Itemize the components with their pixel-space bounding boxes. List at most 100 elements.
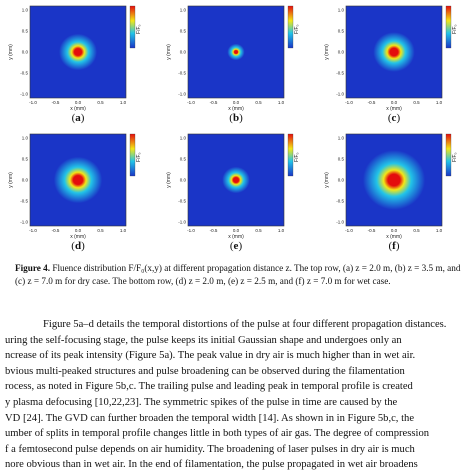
x-tick-label: -1.0 bbox=[187, 228, 195, 233]
x-axis-label: x (mm) bbox=[228, 106, 244, 112]
panel-label: (e) bbox=[229, 240, 243, 252]
fluence-panel-c: -1.0 -0.5 0.0 0.5 1.0 1.0 0.5 0.0 -0.5 -1.0 x (mm)… bbox=[316, 0, 474, 128]
y-tick-label: 0.5 bbox=[22, 157, 29, 162]
x-tick-label: 0.5 bbox=[97, 228, 104, 233]
panel-label-letter: c bbox=[391, 112, 397, 124]
body-line: uring the self-focusing stage, the pulse… bbox=[5, 334, 402, 346]
fluence-panel-e: -1.0 -0.5 0.0 0.5 1.0 1.0 0.5 0.0 -0.5 -1.0 x (mm)… bbox=[158, 128, 316, 256]
y-tick-label: 0.5 bbox=[338, 157, 345, 162]
y-tick-label: -0.5 bbox=[178, 199, 186, 204]
body-line: f a femtosecond pulse depends on air hum… bbox=[5, 443, 415, 455]
y-axis-label: y (mm) bbox=[324, 172, 330, 188]
y-tick-label: 1.0 bbox=[180, 136, 187, 141]
fluence-plot: -1.0 -0.5 0.0 0.5 1.0 1.0 0.5 0.0 -0.5 -1.0 x (mm)… bbox=[8, 5, 142, 112]
fluence-plot: -1.0 -0.5 0.0 0.5 1.0 1.0 0.5 0.0 -0.5 -1.0 x (mm)… bbox=[324, 5, 458, 112]
colorbar-label: F/F₀ bbox=[294, 24, 300, 34]
x-tick-label: 1.0 bbox=[436, 228, 443, 233]
panel-label: (c) bbox=[387, 112, 401, 124]
y-tick-label: -0.5 bbox=[178, 71, 186, 76]
y-tick-label: -1.0 bbox=[178, 220, 186, 225]
colorbar-label: F/F₀ bbox=[452, 152, 458, 162]
body-line: ncrease of its peak intensity (Figure 5a… bbox=[5, 350, 416, 362]
x-tick-label: 0.0 bbox=[233, 228, 240, 233]
fluence-panel-d: -1.0 -0.5 0.0 0.5 1.0 1.0 0.5 0.0 -0.5 -1.0 x (mm)… bbox=[0, 128, 158, 256]
y-tick-label: -0.5 bbox=[336, 71, 344, 76]
x-tick-label: 0.0 bbox=[391, 228, 398, 233]
body-line: VD [24]. The GVD can further broaden the… bbox=[5, 412, 415, 424]
y-tick-label: -1.0 bbox=[178, 92, 186, 97]
x-tick-label: -1.0 bbox=[187, 100, 195, 105]
y-tick-label: 0.5 bbox=[22, 29, 29, 34]
x-tick-label: 0.5 bbox=[413, 228, 420, 233]
y-tick-label: -1.0 bbox=[336, 92, 344, 97]
colorbar bbox=[287, 5, 294, 49]
panel-label-letter: f bbox=[392, 240, 396, 252]
y-tick-label: 0.0 bbox=[22, 50, 29, 55]
x-tick-label: -0.5 bbox=[210, 228, 218, 233]
y-axis-label: y (mm) bbox=[166, 172, 172, 188]
y-tick-label: -1.0 bbox=[20, 220, 28, 225]
fluence-spot bbox=[30, 134, 126, 226]
y-tick-label: -1.0 bbox=[20, 92, 28, 97]
panel-label: (a) bbox=[71, 112, 85, 124]
fluence-spot bbox=[188, 6, 284, 98]
y-tick-label: 0.5 bbox=[180, 29, 187, 34]
x-axis-label: x (mm) bbox=[386, 234, 402, 240]
fluence-panel-b: -1.0 -0.5 0.0 0.5 1.0 1.0 0.5 0.0 -0.5 -1.0 x (mm)… bbox=[158, 0, 316, 128]
panel-label: (f) bbox=[388, 240, 400, 252]
x-tick-label: -1.0 bbox=[29, 100, 37, 105]
y-axis-label: y (mm) bbox=[324, 44, 330, 60]
fluence-plot: -1.0 -0.5 0.0 0.5 1.0 1.0 0.5 0.0 -0.5 -1.0 x (mm)… bbox=[8, 133, 142, 240]
x-tick-label: 0.0 bbox=[75, 228, 82, 233]
colorbar-label: F/F₀ bbox=[452, 24, 458, 34]
colorbar bbox=[445, 5, 452, 49]
y-tick-label: 0.5 bbox=[180, 157, 187, 162]
body-text: Figure 5a–d details the temporal distort… bbox=[5, 317, 474, 473]
fluence-spot bbox=[30, 6, 126, 98]
x-tick-label: 0.0 bbox=[75, 100, 82, 105]
x-axis-label: x (mm) bbox=[386, 106, 402, 112]
y-axis-label: y (mm) bbox=[8, 44, 14, 60]
y-tick-label: 0.0 bbox=[338, 50, 345, 55]
x-tick-label: -0.5 bbox=[368, 100, 376, 105]
y-tick-label: 0.0 bbox=[338, 178, 345, 183]
fluence-panel-a: -1.0 -0.5 0.0 0.5 1.0 1.0 0.5 0.0 -0.5 -1.0 x (mm)… bbox=[0, 0, 158, 128]
y-tick-label: -0.5 bbox=[336, 199, 344, 204]
x-tick-label: 1.0 bbox=[278, 228, 285, 233]
x-tick-label: 1.0 bbox=[436, 100, 443, 105]
x-tick-label: 0.0 bbox=[391, 100, 398, 105]
x-tick-label: 0.5 bbox=[255, 100, 262, 105]
x-axis-label: x (mm) bbox=[70, 234, 86, 240]
x-tick-label: -0.5 bbox=[52, 228, 60, 233]
y-tick-label: -0.5 bbox=[20, 71, 28, 76]
colorbar bbox=[129, 5, 136, 49]
panel-label-letter: e bbox=[233, 240, 239, 252]
fluence-spot bbox=[346, 134, 442, 226]
x-tick-label: 1.0 bbox=[278, 100, 285, 105]
y-tick-label: -0.5 bbox=[20, 199, 28, 204]
colorbar bbox=[287, 133, 294, 177]
body-line: umber of splits in temporal profile chan… bbox=[5, 428, 430, 440]
body-line: nore obvious than in wet air. In the end… bbox=[5, 459, 418, 471]
colorbar bbox=[445, 133, 452, 177]
y-axis-label: y (mm) bbox=[166, 44, 172, 60]
y-tick-label: -1.0 bbox=[336, 220, 344, 225]
x-axis-label: x (mm) bbox=[228, 234, 244, 240]
figure-caption-text: Fluence distribution F/F₀(x,y) at differ… bbox=[15, 263, 461, 286]
body-paragraph-first-line: Figure 5a–d details the temporal distort… bbox=[43, 319, 447, 330]
y-tick-label: 1.0 bbox=[22, 136, 29, 141]
x-tick-label: 0.5 bbox=[413, 100, 420, 105]
y-tick-label: 1.0 bbox=[22, 8, 29, 13]
fluence-plot: -1.0 -0.5 0.0 0.5 1.0 1.0 0.5 0.0 -0.5 -1.0 x (mm)… bbox=[166, 5, 300, 112]
x-tick-label: -0.5 bbox=[368, 228, 376, 233]
panel-label-letter: a bbox=[75, 112, 81, 124]
y-tick-label: 0.0 bbox=[180, 178, 187, 183]
figure-caption: Figure 4. Fluence distribution F/F₀(x,y)… bbox=[15, 262, 465, 288]
body-line: bvious multi-peaked structures and pulse… bbox=[5, 365, 405, 377]
panel-label-letter: d bbox=[74, 240, 82, 252]
colorbar-label: F/F₀ bbox=[136, 24, 142, 34]
body-line: rocess, as noted in Figure 5b,c. The tra… bbox=[5, 381, 413, 393]
fluence-plot: -1.0 -0.5 0.0 0.5 1.0 1.0 0.5 0.0 -0.5 -1.0 x (mm)… bbox=[166, 133, 300, 240]
colorbar bbox=[129, 133, 136, 177]
